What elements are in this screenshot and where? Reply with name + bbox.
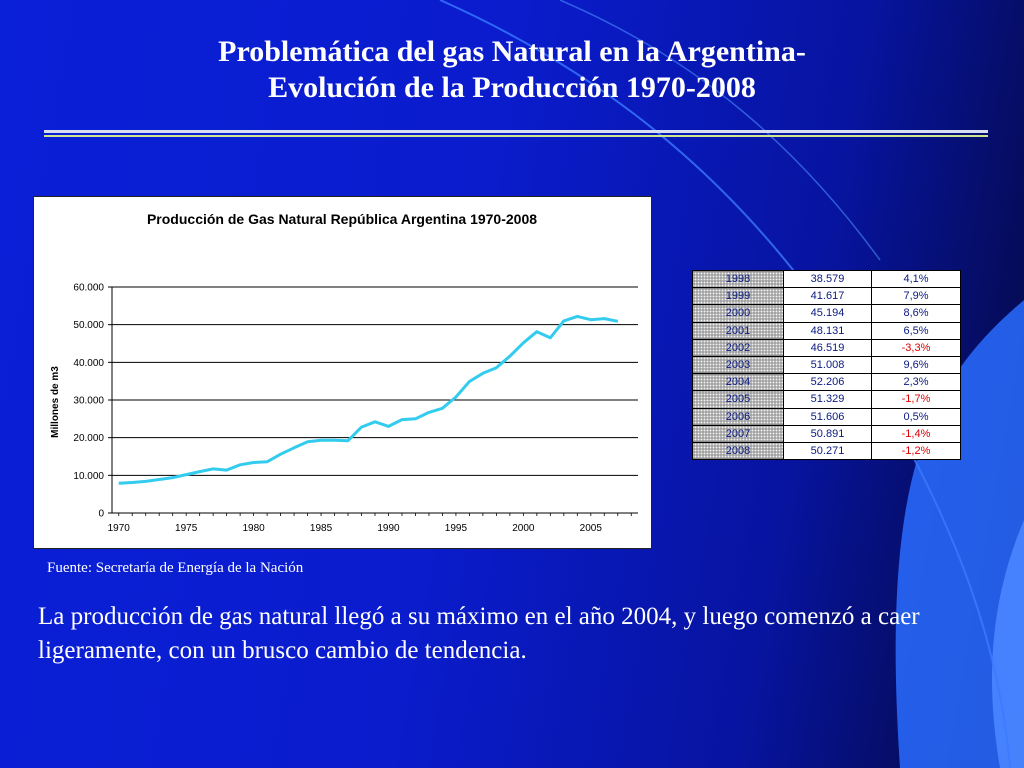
y-tick-label: 20.000 — [73, 433, 104, 444]
x-tick-label: 1975 — [175, 523, 198, 534]
y-tick-label: 50.000 — [73, 320, 104, 331]
variation-cell: -1,2% — [871, 441, 961, 461]
production-cell: 50.891 — [783, 424, 872, 443]
table-row: 1999 41.617 7,9% — [692, 287, 961, 306]
x-tick-label: 1995 — [445, 523, 468, 534]
y-tick-label: 40.000 — [73, 358, 104, 369]
x-tick-label: 2000 — [512, 523, 535, 534]
y-tick-label: 30.000 — [73, 396, 104, 407]
chart-title: Producción de Gas Natural República Arge… — [147, 211, 537, 227]
table-row: 2006 51.606 0,5% — [692, 407, 961, 426]
year-cell: 2003 — [692, 355, 784, 375]
production-chart: Producción de Gas Natural República Arge… — [33, 196, 652, 549]
series-line — [118, 314, 619, 485]
production-cell: 38.579 — [783, 269, 872, 289]
conclusion-text: La producción de gas natural llegó a su … — [38, 603, 920, 664]
year-cell: 2001 — [692, 321, 784, 340]
production-table: 1998 38.579 4,1% 1999 41.617 7,9% 2000 45.194 8,… — [692, 269, 961, 461]
table-row: 2001 48.131 6,5% — [692, 321, 961, 340]
variation-cell: -3,3% — [871, 338, 961, 357]
y-axis-label: Millones de m3 — [50, 366, 61, 438]
year-cell: 2008 — [692, 441, 784, 461]
table-row: 2005 51.329 -1,7% — [692, 390, 961, 409]
variation-cell: 4,1% — [871, 269, 961, 289]
year-cell: 2004 — [692, 373, 784, 392]
table-row: 2000 45.194 8,6% — [692, 304, 961, 323]
year-cell: 2000 — [692, 304, 784, 323]
table-row: 2002 46.519 -3,3% — [692, 338, 961, 357]
year-cell: 2002 — [692, 338, 784, 357]
variation-cell: 9,6% — [871, 355, 961, 375]
production-cell: 51.606 — [783, 407, 872, 426]
production-cell: 51.008 — [783, 355, 872, 375]
y-tick-label: 0 — [98, 509, 104, 520]
year-cell: 1999 — [692, 287, 784, 306]
production-cell: 52.206 — [783, 373, 872, 392]
variation-cell: 8,6% — [871, 304, 961, 323]
variation-cell: 6,5% — [871, 321, 961, 340]
production-cell: 46.519 — [783, 338, 872, 357]
chart-canvas: Producción de Gas Natural República Arge… — [50, 211, 638, 534]
source-note: Fuente: Secretaría de Energía de la Naci… — [47, 560, 304, 576]
table-row: 2003 51.008 9,6% — [692, 355, 961, 375]
variation-cell: 7,9% — [871, 287, 961, 306]
title-line-1: Problemática del gas Natural en la Argen… — [218, 35, 806, 68]
title-line-2: Evolución de la Producción 1970-2008 — [268, 71, 756, 104]
x-tick-label: 1985 — [310, 523, 333, 534]
slide-title: Problemática del gas Natural en la Argen… — [60, 34, 964, 106]
x-tick-label: 1980 — [242, 523, 265, 534]
y-tick-label: 10.000 — [73, 471, 104, 482]
variation-cell: -1,7% — [871, 390, 961, 409]
year-cell: 1998 — [692, 269, 784, 289]
production-cell: 48.131 — [783, 321, 872, 340]
x-tick-label: 1970 — [108, 523, 131, 534]
production-cell: 50.271 — [783, 441, 872, 461]
x-tick-label: 1990 — [377, 523, 400, 534]
production-cell: 45.194 — [783, 304, 872, 323]
variation-cell: 0,5% — [871, 407, 961, 426]
table-row: 2007 50.891 -1,4% — [692, 424, 961, 443]
year-cell: 2005 — [692, 390, 784, 409]
table-row: 1998 38.579 4,1% — [692, 269, 961, 289]
year-cell: 2007 — [692, 424, 784, 443]
production-cell: 51.329 — [783, 390, 872, 409]
table-row: 2008 50.271 -1,2% — [692, 441, 961, 461]
table-row: 2004 52.206 2,3% — [692, 373, 961, 392]
x-tick-label: 2005 — [580, 523, 603, 534]
production-cell: 41.617 — [783, 287, 872, 306]
year-cell: 2006 — [692, 407, 784, 426]
variation-cell: 2,3% — [871, 373, 961, 392]
title-divider-accent — [44, 135, 988, 137]
title-divider — [44, 130, 988, 133]
variation-cell: -1,4% — [871, 424, 961, 443]
y-tick-label: 60.000 — [73, 283, 104, 294]
